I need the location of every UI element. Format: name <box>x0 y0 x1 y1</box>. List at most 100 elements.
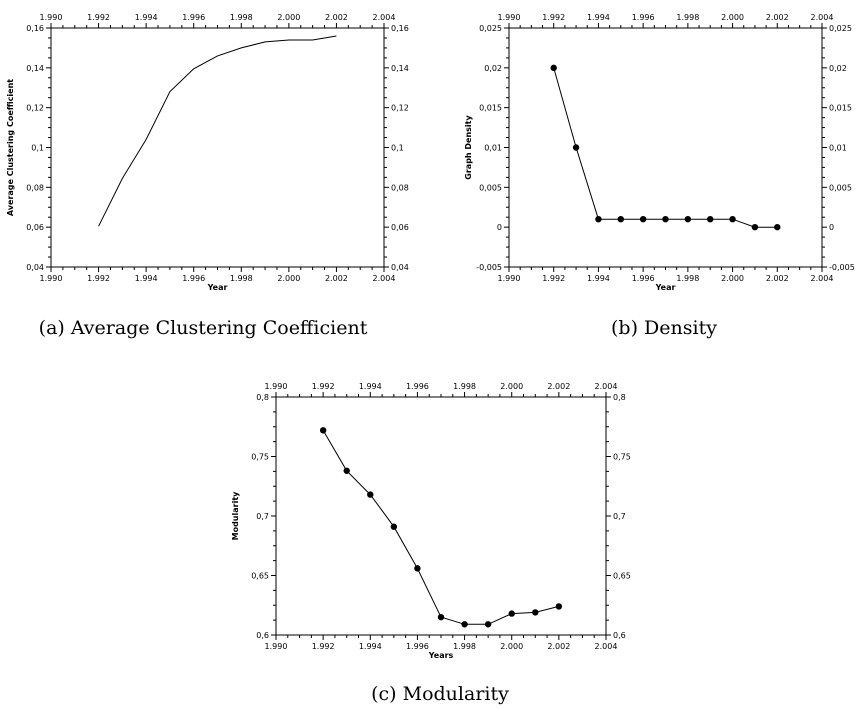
y-tick-label: 0,04 <box>26 263 44 272</box>
x-tick-label-top: 2.000 <box>721 13 744 22</box>
y-tick-label-right: 0,005 <box>829 183 852 192</box>
x-tick-label: 1.994 <box>135 274 158 283</box>
x-tick-label: 2.000 <box>721 274 744 283</box>
x-tick-label-top: 1.994 <box>359 382 382 391</box>
data-point <box>662 216 669 223</box>
y-tick-label: 0 <box>497 223 502 232</box>
x-tick-label-top: 2.000 <box>277 13 300 22</box>
x-axis-label: Years <box>428 651 454 660</box>
figure-caption: (b) Density <box>611 317 717 339</box>
x-tick-label: 2.002 <box>547 642 570 651</box>
chart-modularity: 1.990 1.990 1.992 1.992 1.994 1.994 1.996 1.996… <box>231 382 631 705</box>
y-tick-label: 0,16 <box>26 24 44 33</box>
y-tick-label: 0,1 <box>31 144 44 153</box>
x-tick-label-top: 1.998 <box>676 13 699 22</box>
plot-frame <box>508 27 823 268</box>
y-tick-label-right: 0,6 <box>613 631 626 640</box>
x-tick-label-top: 1.994 <box>587 13 610 22</box>
x-tick-label-top: 1.996 <box>182 13 205 22</box>
y-tick-label: 0,01 <box>484 144 502 153</box>
y-tick-label: 0,14 <box>26 64 44 73</box>
data-point <box>461 621 468 628</box>
y-tick-label-right: -0,005 <box>829 263 855 272</box>
x-tick-label-top: 2.004 <box>373 13 396 22</box>
y-tick-label-right: 0,025 <box>829 24 852 33</box>
x-tick-label-top: 2.002 <box>547 382 570 391</box>
y-tick-label-right: 0,12 <box>391 104 409 113</box>
data-point <box>319 427 327 434</box>
data-point <box>774 223 781 231</box>
x-axis-label: Year <box>207 283 228 292</box>
y-tick-label: 0,7 <box>256 512 269 521</box>
data-point <box>639 216 647 223</box>
data-point <box>751 223 759 231</box>
x-tick-label: 1.992 <box>312 642 335 651</box>
data-point <box>367 491 374 498</box>
figure-caption: (a) Average Clustering Coefficient <box>39 317 368 339</box>
x-tick-label-top: 2.004 <box>811 13 834 22</box>
data-point <box>555 603 563 610</box>
y-tick-label-right: 0,02 <box>829 64 847 73</box>
x-tick-label-top: 1.992 <box>542 13 565 22</box>
x-tick-label-top: 1.996 <box>406 382 429 391</box>
y-tick-label-right: 0,65 <box>613 572 631 581</box>
x-tick-label-top: 1.990 <box>40 13 63 22</box>
y-tick-label: 0,08 <box>26 183 44 192</box>
x-tick-label: 2.004 <box>811 274 834 283</box>
y-tick-label-right: 0,14 <box>391 64 409 73</box>
x-tick-label: 2.004 <box>373 274 396 283</box>
y-axis-label: Modularity <box>231 491 240 541</box>
x-tick-label-top: 2.002 <box>766 13 789 22</box>
y-tick-label-right: 0,04 <box>391 263 409 272</box>
x-tick-label-top: 2.004 <box>595 382 618 391</box>
x-tick-label: 1.996 <box>406 642 429 651</box>
x-tick-label-top: 1.998 <box>453 382 476 391</box>
x-tick-label: 1.994 <box>359 642 382 651</box>
data-point <box>343 467 350 474</box>
y-tick-label: 0,06 <box>26 223 44 232</box>
series-line <box>553 67 778 228</box>
series-line <box>322 430 560 625</box>
y-tick-label-right: 0,1 <box>391 144 404 153</box>
y-tick-label-right: 0,06 <box>391 223 409 232</box>
y-axis-label: Average Clustering Coefficient <box>6 79 15 216</box>
x-tick-label: 1.992 <box>87 274 110 283</box>
y-tick-label: 0,75 <box>251 453 269 462</box>
chart-clustering: 1.990 1.990 1.992 1.992 1.994 1.994 1.996 1.996… <box>6 13 409 339</box>
data-point <box>595 216 602 223</box>
x-tick-label: 1.996 <box>632 274 655 283</box>
y-tick-label: 0,8 <box>256 393 269 402</box>
data-point <box>414 565 421 572</box>
x-tick-label: 1.998 <box>676 274 699 283</box>
y-tick-label: 0,02 <box>484 64 502 73</box>
y-tick-label: 0,6 <box>256 631 269 640</box>
y-tick-label-right: 0 <box>829 223 834 232</box>
x-tick-label: 1.990 <box>40 274 63 283</box>
x-tick-label-top: 2.002 <box>325 13 348 22</box>
y-tick-label-right: 0,8 <box>613 393 626 402</box>
data-point <box>729 216 736 223</box>
x-tick-label: 1.990 <box>498 274 521 283</box>
x-tick-label-top: 2.000 <box>500 382 523 391</box>
x-tick-label: 1.996 <box>182 274 205 283</box>
data-point <box>508 610 515 617</box>
data-point <box>684 216 692 223</box>
y-tick-label-right: 0,7 <box>613 512 626 521</box>
x-tick-label: 1.990 <box>265 642 288 651</box>
data-point <box>390 523 398 530</box>
y-tick-label-right: 0,75 <box>613 453 631 462</box>
x-tick-label: 1.998 <box>453 642 476 651</box>
x-tick-label-top: 1.998 <box>230 13 253 22</box>
x-tick-label-top: 1.992 <box>312 382 335 391</box>
x-tick-label-top: 1.994 <box>135 13 158 22</box>
plot-frame <box>275 396 607 636</box>
x-axis-label: Year <box>655 283 676 292</box>
x-tick-label: 2.002 <box>325 274 348 283</box>
data-point <box>572 144 580 151</box>
data-point <box>550 64 557 72</box>
x-tick-label-top: 1.992 <box>87 13 110 22</box>
y-tick-label-right: 0,08 <box>391 183 409 192</box>
data-point <box>484 621 492 628</box>
y-tick-label-right: 0,16 <box>391 24 409 33</box>
